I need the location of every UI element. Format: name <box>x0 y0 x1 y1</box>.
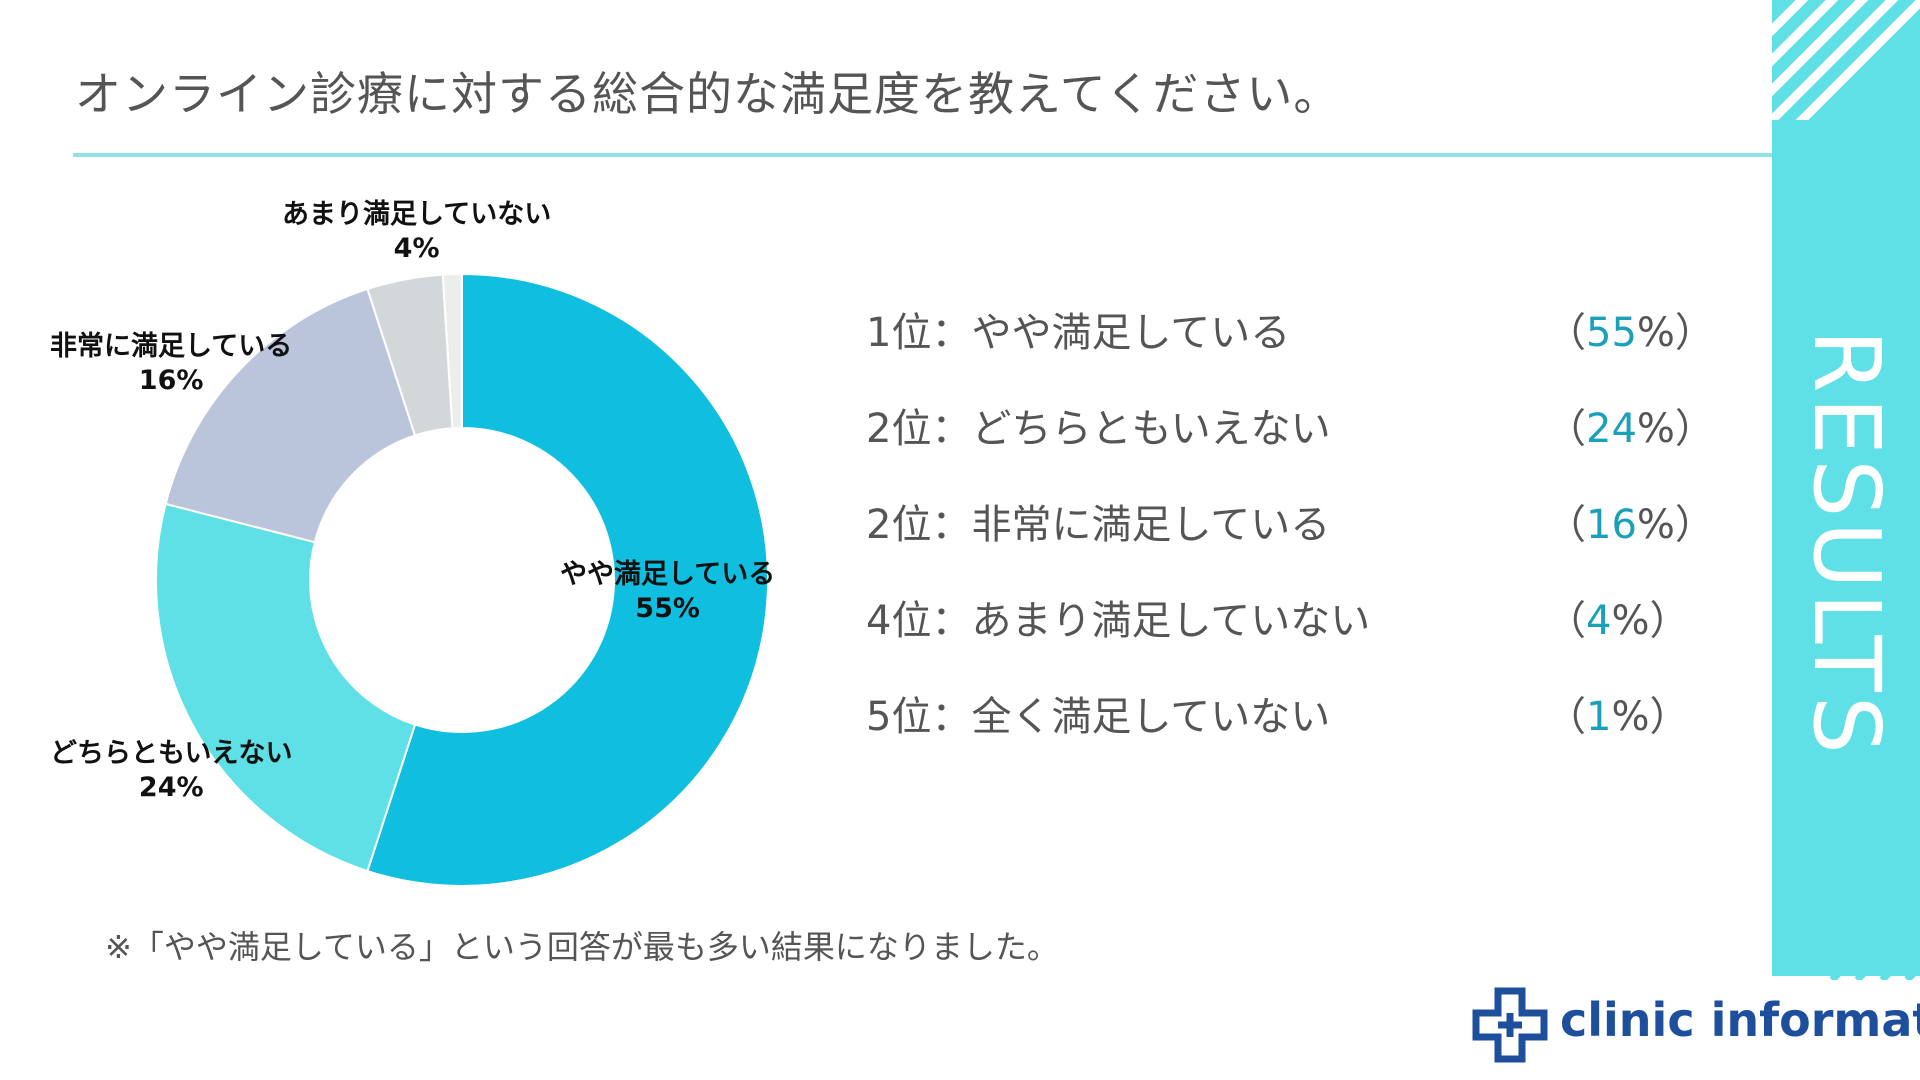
donut-slice-1 <box>155 502 417 873</box>
ranking-row: 2位：非常に満足している （16%） <box>866 492 1715 588</box>
data-label-slice-1: どちらともいえない 24% <box>50 738 293 803</box>
ranking-percent: （1%） <box>1546 694 1690 740</box>
ranking-label: 1位：やや満足している <box>866 310 1291 356</box>
page-title: オンライン診療に対する総合的な満足度を教えてください。 <box>75 67 1341 121</box>
data-label-slice-2: 非常に満足している 16% <box>50 331 293 396</box>
satisfaction-donut-chart <box>155 272 769 887</box>
data-label-slice-3: あまり満足していない 4% <box>282 199 552 264</box>
results-side-label: RESULTS <box>1792 328 1900 758</box>
clinic-information-logo: clinic information <box>1470 985 1920 1065</box>
top-stripes-decoration <box>1772 0 1920 120</box>
title-divider <box>73 153 1773 157</box>
medical-cross-icon <box>1472 987 1548 1063</box>
donut-slice-2 <box>164 287 417 544</box>
ranking-row: 4位：あまり満足していない （4%） <box>866 588 1690 684</box>
ranking-label: 4位：あまり満足していない <box>866 598 1371 644</box>
ranking-percent: （16%） <box>1546 502 1715 548</box>
donut-slice-4 <box>441 272 463 430</box>
ranking-percent: （4%） <box>1546 598 1690 644</box>
ranking-percent: （55%） <box>1546 310 1715 356</box>
ranking-list: 1位：やや満足している （55%） 2位：どちらともいえない （24%） 2位：… <box>866 300 1715 780</box>
ranking-label: 2位：非常に満足している <box>866 502 1331 548</box>
ranking-row: 5位：全く満足していない （1%） <box>866 684 1690 780</box>
data-label-slice-0: やや満足している 55% <box>560 559 776 624</box>
footnote: ※「やや満足している」という回答が最も多い結果になりました。 <box>105 928 1059 966</box>
results-side-panel <box>1772 120 1920 976</box>
logo-text: clinic information <box>1560 993 1920 1047</box>
ranking-label: 5位：全く満足していない <box>866 694 1331 740</box>
ranking-label: 2位：どちらともいえない <box>866 406 1331 452</box>
ranking-row: 2位：どちらともいえない （24%） <box>866 396 1715 492</box>
bottom-stripes-decoration <box>1829 950 1920 980</box>
ranking-row: 1位：やや満足している （55%） <box>866 300 1715 396</box>
donut-slice-0 <box>366 272 769 887</box>
ranking-percent: （24%） <box>1546 406 1715 452</box>
